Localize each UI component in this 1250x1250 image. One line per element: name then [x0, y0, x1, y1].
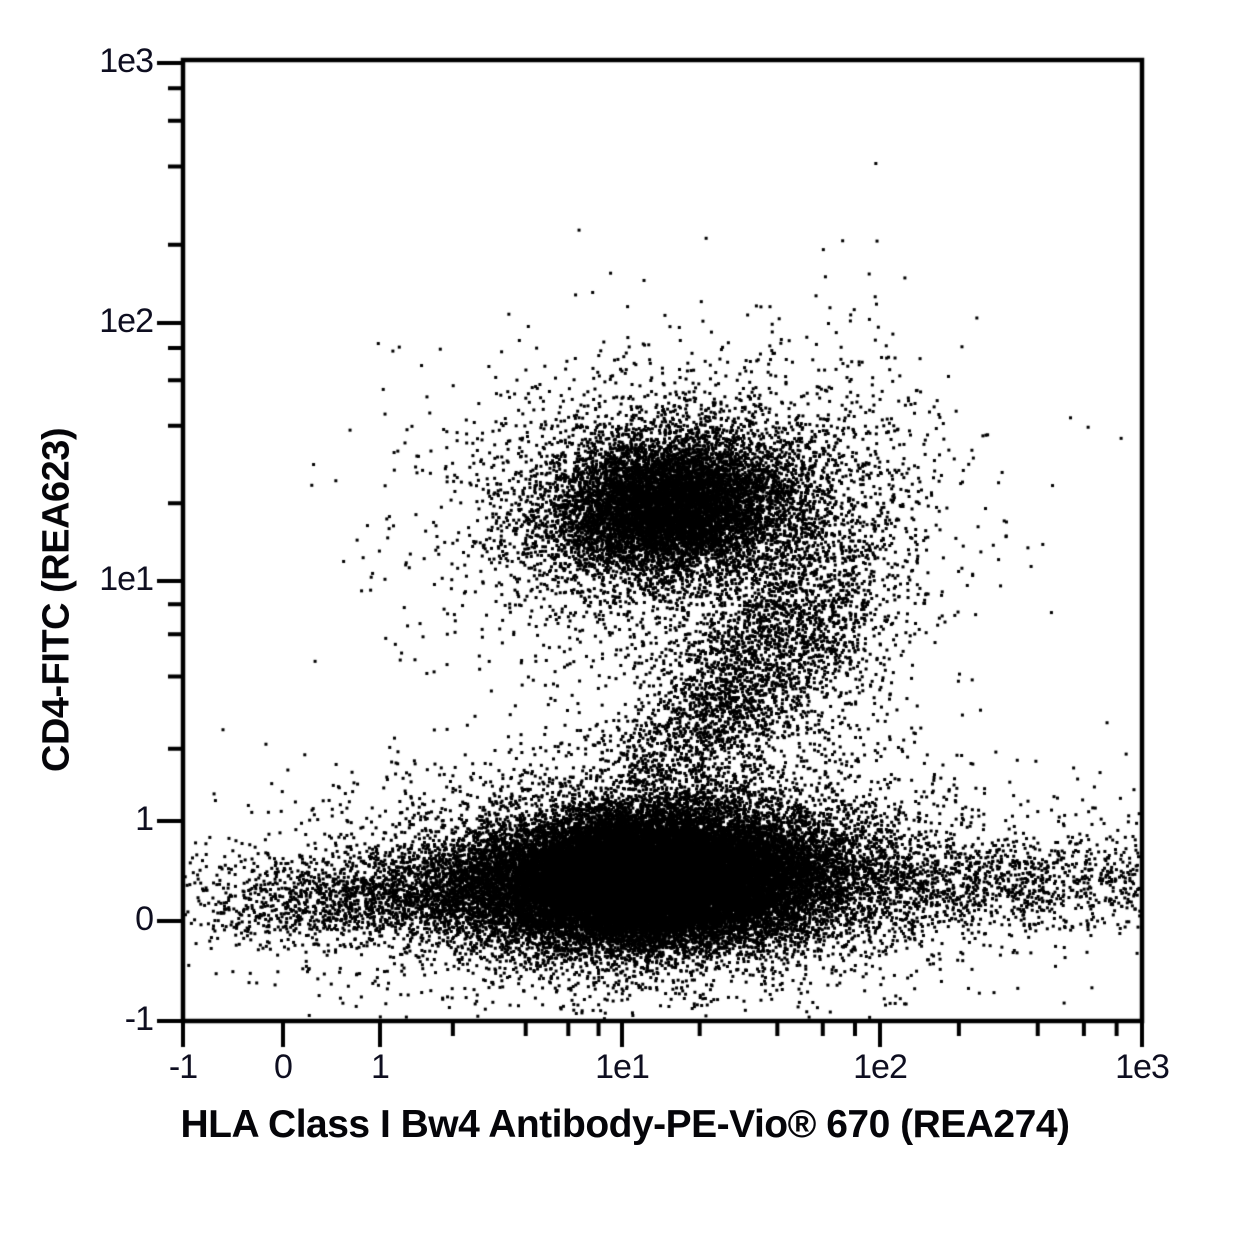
- x-tick-label--1: -1: [168, 1048, 198, 1086]
- y-tick-label-1: 1: [135, 799, 154, 838]
- y-axis-title: CD4-FITC (REA623): [35, 427, 78, 773]
- x-tick-label-1e2: 1e2: [853, 1048, 908, 1086]
- x-tick-label-0: 0: [274, 1048, 293, 1086]
- x-tick-label-1e1: 1e1: [595, 1048, 650, 1086]
- x-tick-label-1e3: 1e3: [1115, 1048, 1170, 1086]
- y-tick-label--1: -1: [124, 999, 154, 1038]
- x-tick-label-1: 1: [371, 1048, 390, 1086]
- y-tick-label-1e1: 1e1: [99, 559, 154, 598]
- y-tick-label-1e2: 1e2: [99, 301, 154, 340]
- y-tick-label-1e3: 1e3: [99, 41, 154, 80]
- y-tick-label-0: 0: [135, 899, 154, 938]
- x-axis-title: HLA Class I Bw4 Antibody-PE-Vio® 670 (RE…: [180, 1103, 1071, 1146]
